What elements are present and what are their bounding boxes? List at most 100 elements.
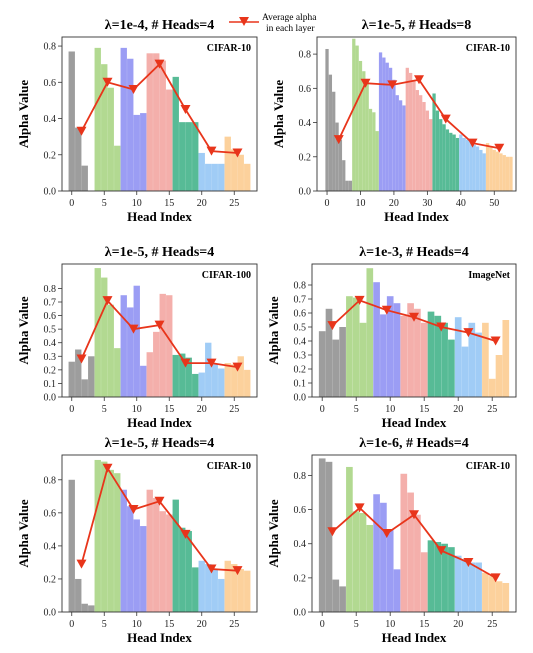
bar-head-9 xyxy=(127,58,134,191)
bar-head-5 xyxy=(101,277,108,397)
bar-head-5 xyxy=(352,297,360,397)
bar-head-3 xyxy=(339,586,346,612)
bar-head-19 xyxy=(448,339,455,397)
y-tick-label: 0.4 xyxy=(44,338,57,349)
bar-head-48 xyxy=(485,143,490,191)
x-tick-label: 10 xyxy=(385,404,395,415)
x-tick-label: 5 xyxy=(102,404,107,415)
average-alpha-marker-6 xyxy=(490,573,501,583)
average-alpha-marker-1 xyxy=(354,295,365,305)
y-tick-label: 0.6 xyxy=(299,84,312,95)
bar-head-0 xyxy=(325,48,329,192)
average-alpha-marker-5 xyxy=(206,564,217,574)
bar-head-50 xyxy=(492,149,496,191)
bar-head-32 xyxy=(432,93,436,191)
y-tick-label: 0.0 xyxy=(299,187,312,198)
bar-head-22 xyxy=(398,100,403,191)
bar-head-17 xyxy=(382,57,386,191)
y-tick-label: 0.6 xyxy=(44,311,57,322)
bar-head-25 xyxy=(231,564,238,612)
average-alpha-marker-1 xyxy=(360,78,371,88)
bar-head-22 xyxy=(211,163,218,191)
bar-head-4 xyxy=(346,466,353,612)
bar-head-27 xyxy=(244,570,251,612)
bar-head-17 xyxy=(179,122,186,191)
y-tick-label: 0.6 xyxy=(44,78,57,89)
panel-title: λ=1e-3, # Heads=4 xyxy=(359,245,469,260)
bar-head-9 xyxy=(127,506,134,612)
bar-head-16 xyxy=(427,311,435,397)
bar-head-0 xyxy=(68,479,75,612)
average-alpha-marker-6 xyxy=(490,336,501,346)
bar-head-6 xyxy=(107,469,114,612)
average-alpha-marker-6 xyxy=(232,362,243,372)
bar-head-27 xyxy=(502,320,510,397)
panel-3: 0 5 10 15 20 25 0.0 0.1 0.2 0.3 0.4 0.5 0.6 0.7 0.8 CIF… xyxy=(16,245,258,430)
y-tick-label: 0.8 xyxy=(44,475,57,486)
average-alpha-marker-5 xyxy=(463,328,474,338)
y-tick-label: 0.2 xyxy=(299,152,312,163)
bar-head-20 xyxy=(392,79,396,191)
x-tick-label: 0 xyxy=(69,404,74,415)
x-tick-label: 10 xyxy=(132,404,142,415)
average-alpha-marker-6 xyxy=(232,566,243,576)
bar-head-8 xyxy=(373,282,380,397)
bar-head-47 xyxy=(482,153,486,191)
x-axis-label: Head Index xyxy=(382,630,447,645)
bar-head-2 xyxy=(81,379,88,397)
y-tick-label: 0.0 xyxy=(44,608,57,619)
average-alpha-marker-1 xyxy=(102,77,113,87)
bar-head-19 xyxy=(388,67,393,191)
plot-area xyxy=(62,455,257,612)
average-alpha-marker-2 xyxy=(128,324,139,334)
bar-head-9 xyxy=(355,45,359,192)
x-tick-label: 0 xyxy=(320,404,325,415)
x-tick-label: 20 xyxy=(453,619,463,630)
bar-head-25 xyxy=(488,576,496,612)
y-axis-label: Alpha Value xyxy=(266,296,281,365)
average-alpha-marker-4 xyxy=(180,529,191,539)
bar-head-27 xyxy=(415,90,419,191)
panel-title: λ=1e-5, # Heads=4 xyxy=(105,245,215,260)
x-tick-label: 50 xyxy=(489,198,499,209)
bar-head-28 xyxy=(419,95,423,191)
y-tick-label: 0.8 xyxy=(44,42,57,53)
average-alpha-marker-2 xyxy=(381,305,392,315)
bar-head-11 xyxy=(393,303,401,397)
x-tick-label: 5 xyxy=(354,404,359,415)
bar-head-0 xyxy=(68,51,75,191)
bar-head-39 xyxy=(455,137,460,191)
dataset-label: ImageNet xyxy=(468,270,510,281)
y-tick-label: 0.8 xyxy=(294,281,307,292)
y-tick-label: 0.0 xyxy=(294,608,307,619)
y-tick-label: 0.3 xyxy=(44,352,57,363)
bar-head-53 xyxy=(502,155,506,191)
y-tick-label: 0.7 xyxy=(44,298,57,309)
legend-label-line1: Average alpha xyxy=(262,13,317,23)
bar-head-10 xyxy=(386,530,394,612)
plot-frame xyxy=(311,454,517,613)
bar-head-23 xyxy=(475,332,482,397)
bar-head-2 xyxy=(332,579,340,612)
bar-head-3 xyxy=(339,327,346,397)
bar-head-7 xyxy=(114,348,121,397)
bar-head-3 xyxy=(88,605,95,612)
y-tick-label: 0.5 xyxy=(294,323,307,334)
bar-head-20 xyxy=(454,555,462,612)
bar-head-7 xyxy=(114,473,121,612)
average-alpha-marker-4 xyxy=(436,322,447,332)
bar-head-7 xyxy=(366,268,374,397)
average-alpha-marker-0 xyxy=(327,321,338,331)
bar-head-13 xyxy=(368,108,373,191)
bar-head-11 xyxy=(140,113,147,191)
average-alpha-marker-0 xyxy=(76,354,87,364)
bar-head-17 xyxy=(179,353,186,397)
bar-head-6 xyxy=(359,513,367,612)
bar-head-8 xyxy=(120,295,127,397)
average-alpha-marker-3 xyxy=(409,510,419,520)
bar-head-40 xyxy=(459,134,463,191)
bar-head-18 xyxy=(441,322,448,397)
bar-head-2 xyxy=(81,603,88,612)
bar-head-4 xyxy=(94,459,101,612)
bar-head-26 xyxy=(237,154,244,191)
